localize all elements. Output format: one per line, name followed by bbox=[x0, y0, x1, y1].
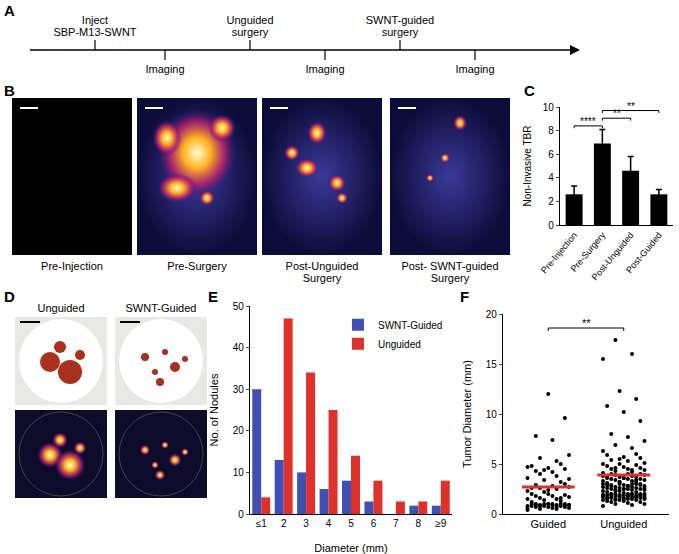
svg-text:10: 10 bbox=[543, 102, 555, 113]
svg-text:40: 40 bbox=[233, 342, 245, 353]
svg-text:Unguided: Unguided bbox=[600, 518, 647, 530]
svg-text:0: 0 bbox=[548, 220, 554, 231]
svg-text:**: ** bbox=[627, 101, 635, 112]
svg-text:Inject: Inject bbox=[82, 14, 108, 26]
svg-text:2: 2 bbox=[548, 196, 554, 207]
svg-text:Pre-Surgery: Pre-Surgery bbox=[167, 260, 227, 272]
svg-text:Diameter (mm): Diameter (mm) bbox=[314, 542, 387, 554]
svg-text:3: 3 bbox=[303, 518, 309, 529]
svg-text:Post- SWNT-guided: Post- SWNT-guided bbox=[401, 260, 498, 272]
svg-text:Non-Invasive TBR: Non-Invasive TBR bbox=[522, 126, 533, 207]
svg-text:≥9: ≥9 bbox=[435, 518, 446, 529]
svg-text:surgery: surgery bbox=[232, 26, 269, 38]
svg-text:D: D bbox=[4, 288, 15, 305]
svg-text:No. of Nodules: No. of Nodules bbox=[208, 373, 220, 446]
svg-text:4: 4 bbox=[548, 172, 554, 183]
svg-text:10: 10 bbox=[486, 409, 498, 420]
svg-text:Tumor Diameter (mm): Tumor Diameter (mm) bbox=[461, 360, 473, 468]
svg-text:SWNT-Guided: SWNT-Guided bbox=[126, 302, 197, 314]
svg-text:C: C bbox=[524, 82, 535, 99]
svg-text:**: ** bbox=[582, 317, 591, 329]
svg-text:2: 2 bbox=[281, 518, 287, 529]
svg-text:**: ** bbox=[613, 108, 621, 119]
svg-text:Pre-Injection: Pre-Injection bbox=[41, 260, 103, 272]
svg-text:5: 5 bbox=[348, 518, 354, 529]
svg-text:****: **** bbox=[580, 116, 596, 127]
svg-text:20: 20 bbox=[233, 425, 245, 436]
svg-text:Surgery: Surgery bbox=[303, 272, 342, 284]
svg-text:SWNT-guided: SWNT-guided bbox=[366, 14, 434, 26]
svg-text:Post-Unguided: Post-Unguided bbox=[286, 260, 359, 272]
svg-text:Imaging: Imaging bbox=[455, 63, 494, 75]
svg-text:Imaging: Imaging bbox=[145, 63, 184, 75]
svg-text:6: 6 bbox=[371, 518, 377, 529]
svg-text:Guided: Guided bbox=[531, 518, 566, 530]
svg-text:6: 6 bbox=[548, 149, 554, 160]
svg-text:10: 10 bbox=[233, 467, 245, 478]
svg-text:Unguided: Unguided bbox=[226, 14, 273, 26]
svg-text:Imaging: Imaging bbox=[305, 63, 344, 75]
svg-text:SBP-M13-SWNT: SBP-M13-SWNT bbox=[53, 26, 136, 38]
svg-text:8: 8 bbox=[416, 518, 422, 529]
svg-text:Unguided: Unguided bbox=[37, 302, 84, 314]
svg-text:Unguided: Unguided bbox=[378, 339, 421, 350]
svg-text:8: 8 bbox=[548, 125, 554, 136]
svg-text:4: 4 bbox=[326, 518, 332, 529]
svg-text:7: 7 bbox=[393, 518, 399, 529]
svg-text:SWNT-Guided: SWNT-Guided bbox=[378, 320, 442, 331]
svg-text:50: 50 bbox=[233, 301, 245, 312]
svg-text:15: 15 bbox=[486, 359, 498, 370]
svg-text:F: F bbox=[460, 288, 469, 305]
svg-text:Post-Unguided: Post-Unguided bbox=[590, 230, 636, 282]
svg-text:E: E bbox=[208, 288, 218, 305]
svg-text:0: 0 bbox=[491, 509, 497, 520]
svg-text:Pre-Surgery: Pre-Surgery bbox=[569, 230, 608, 274]
svg-text:≤1: ≤1 bbox=[256, 518, 267, 529]
svg-text:0: 0 bbox=[238, 509, 244, 520]
svg-text:B: B bbox=[4, 82, 15, 99]
svg-text:20: 20 bbox=[486, 309, 498, 320]
svg-text:Surgery: Surgery bbox=[431, 272, 470, 284]
svg-text:A: A bbox=[4, 2, 15, 19]
svg-text:surgery: surgery bbox=[382, 26, 419, 38]
svg-text:5: 5 bbox=[491, 459, 497, 470]
svg-text:Post-Guided: Post-Guided bbox=[624, 230, 664, 275]
svg-text:30: 30 bbox=[233, 384, 245, 395]
svg-text:Pre-Injection: Pre-Injection bbox=[539, 230, 579, 275]
